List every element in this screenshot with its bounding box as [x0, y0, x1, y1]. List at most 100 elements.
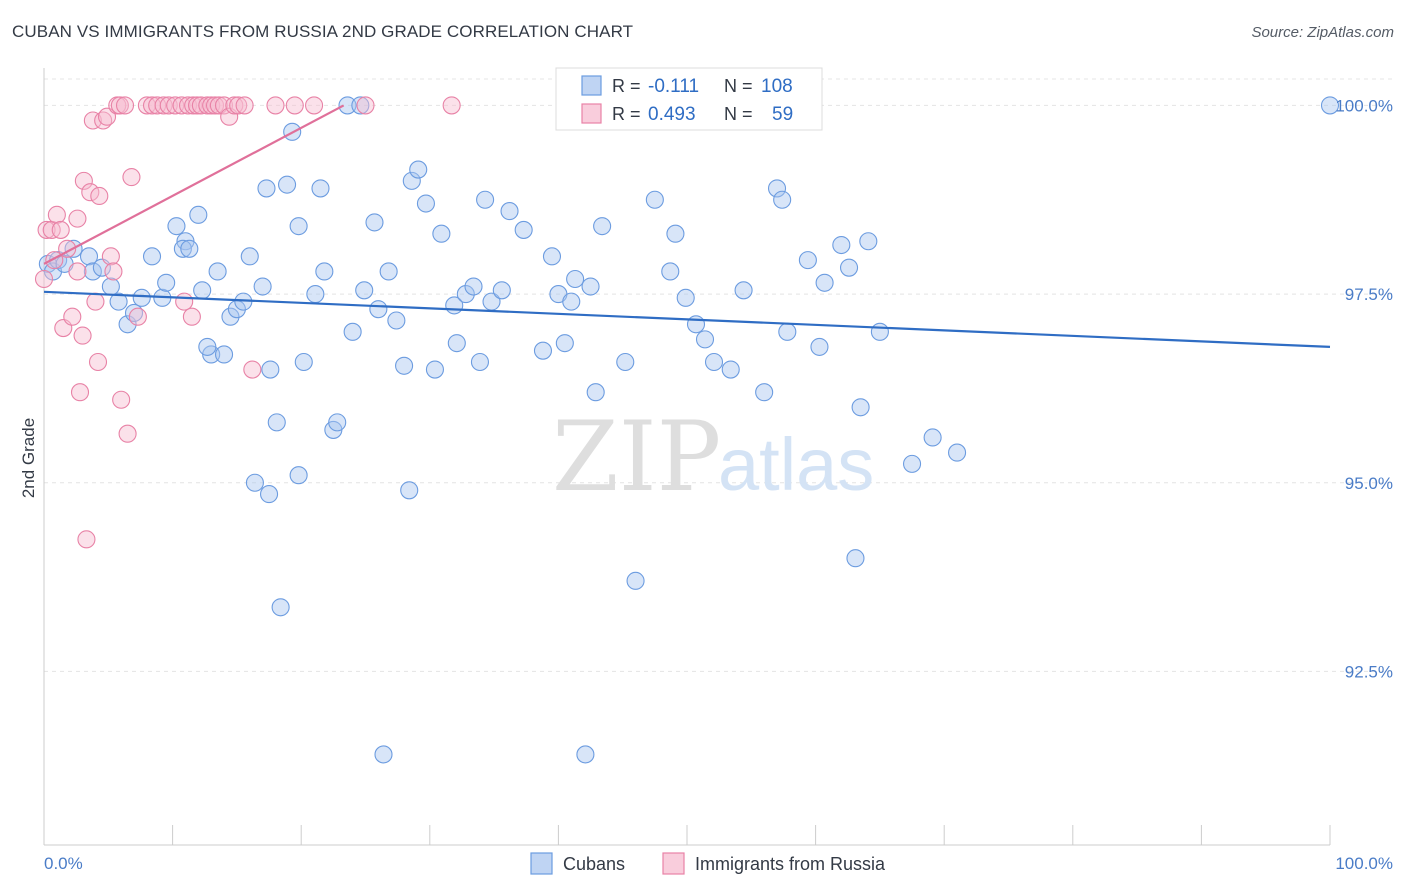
point-russia-1 [37, 220, 56, 239]
point-cubans-5 [79, 247, 99, 266]
point-russia-35 [159, 96, 178, 115]
point-cubans-26 [221, 307, 240, 326]
data-points [34, 96, 1340, 764]
point-cubans-67 [470, 352, 490, 372]
legend-r-label-russia: R = [612, 104, 641, 124]
point-russia-51 [229, 96, 248, 115]
y-tick-label-3: 92.5% [1345, 662, 1393, 681]
point-cubans-97 [778, 322, 797, 341]
point-russia-4 [47, 205, 66, 224]
point-cubans-58 [402, 171, 421, 190]
point-cubans-95 [767, 179, 787, 198]
point-cubans-72 [514, 220, 533, 239]
point-russia-58 [442, 96, 461, 115]
point-russia-28 [118, 424, 137, 443]
point-cubans-18 [173, 239, 192, 258]
point-russia-30 [128, 307, 147, 326]
point-russia-48 [214, 96, 234, 115]
point-cubans-81 [586, 383, 605, 402]
point-cubans-49 [351, 96, 370, 115]
point-cubans-76 [555, 334, 574, 353]
series-legend: Cubans Immigrants from Russia [530, 852, 886, 875]
legend-label-russia: Immigrants from Russia [695, 854, 886, 874]
point-russia-54 [266, 96, 285, 115]
point-cubans-23 [198, 337, 217, 356]
point-cubans-53 [374, 745, 393, 764]
point-russia-40 [184, 96, 203, 115]
point-russia-53 [243, 360, 262, 379]
point-cubans-39 [294, 352, 313, 372]
point-russia-14 [77, 530, 96, 549]
point-cubans-90 [695, 330, 715, 349]
point-russia-27 [115, 96, 135, 115]
point-cubans-46 [328, 413, 347, 432]
legend-swatch-cubans [581, 75, 602, 96]
point-cubans-82 [593, 217, 612, 236]
point-cubans-54 [379, 262, 398, 281]
point-cubans-94 [755, 383, 774, 402]
legend-r-value-russia: 0.493 [648, 104, 696, 125]
point-russia-52 [235, 96, 254, 115]
x-tick-label-max: 100.0% [1335, 854, 1393, 873]
point-cubans-57 [400, 481, 419, 500]
legend-r-label-cubans: R = [612, 76, 641, 96]
point-russia-38 [175, 292, 194, 311]
point-russia-19 [90, 186, 109, 206]
point-cubans-25 [214, 345, 234, 364]
point-cubans-20 [189, 205, 208, 224]
point-cubans-110 [1320, 96, 1340, 115]
point-cubans-61 [425, 360, 444, 379]
point-cubans-108 [923, 428, 942, 447]
point-cubans-42 [306, 285, 325, 304]
point-russia-22 [101, 247, 120, 266]
point-russia-25 [110, 96, 129, 115]
point-cubans-55 [387, 311, 406, 330]
point-russia-18 [88, 352, 108, 372]
y-tick-labels: 100.0% 97.5% 95.0% 92.5% [1335, 96, 1393, 681]
point-cubans-105 [859, 232, 878, 251]
point-cubans-66 [464, 277, 483, 296]
point-russia-10 [68, 209, 87, 228]
legend-r-value-cubans: -0.111 [648, 76, 699, 97]
point-cubans-16 [167, 217, 186, 236]
point-cubans-9 [109, 292, 128, 311]
point-cubans-70 [492, 281, 511, 300]
point-russia-23 [104, 262, 123, 281]
trend-lines [43, 104, 1331, 349]
point-cubans-101 [832, 235, 851, 255]
point-cubans-37 [278, 175, 297, 194]
point-cubans-92 [721, 360, 740, 379]
point-cubans-84 [626, 571, 645, 590]
point-russia-8 [63, 307, 82, 326]
trend-line-cubans [43, 290, 1331, 349]
point-cubans-107 [902, 454, 922, 473]
point-russia-5 [51, 220, 70, 239]
point-cubans-50 [355, 281, 374, 300]
point-cubans-15 [157, 273, 176, 292]
point-cubans-98 [798, 251, 817, 270]
point-cubans-43 [311, 179, 330, 198]
point-russia-41 [187, 96, 207, 115]
legend-swatch-cubans-bottom [530, 852, 553, 875]
point-russia-15 [81, 183, 100, 202]
point-cubans-48 [343, 322, 362, 341]
legend-swatch-russia [581, 103, 602, 124]
point-russia-36 [166, 96, 185, 115]
x-tick-label-min: 0.0% [44, 854, 83, 873]
point-cubans-41 [289, 217, 308, 236]
point-cubans-79 [576, 745, 595, 764]
point-cubans-103 [846, 549, 865, 568]
point-cubans-80 [581, 277, 600, 296]
point-cubans-35 [257, 179, 276, 198]
point-cubans-68 [476, 190, 495, 209]
point-cubans-104 [851, 398, 870, 417]
point-russia-50 [225, 96, 244, 115]
point-cubans-60 [416, 194, 435, 213]
point-russia-17 [86, 292, 105, 311]
point-cubans-85 [645, 190, 664, 209]
point-russia-21 [97, 107, 117, 126]
point-cubans-47 [338, 96, 357, 115]
trend-line-russia [43, 104, 345, 265]
point-cubans-19 [180, 239, 199, 258]
point-cubans-88 [676, 288, 695, 307]
